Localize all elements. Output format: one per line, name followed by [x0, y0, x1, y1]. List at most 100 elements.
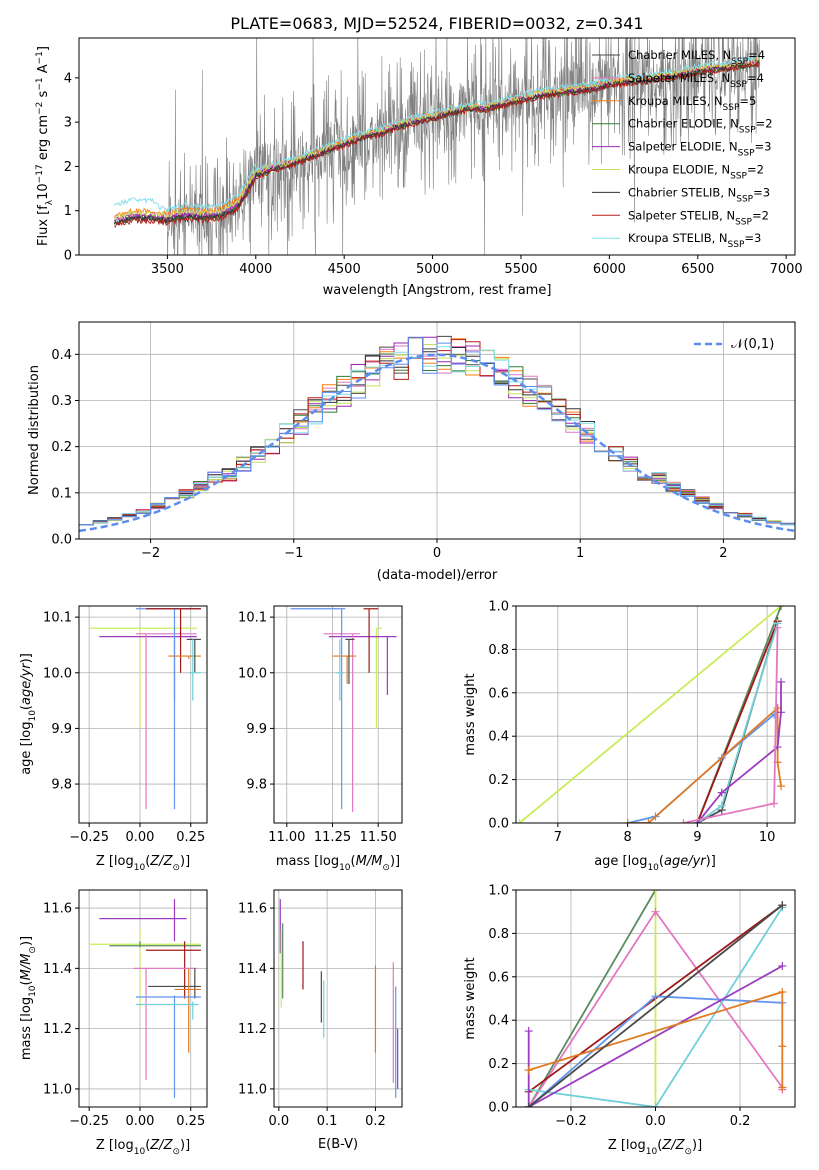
- y-tick-label: 0.2: [51, 440, 72, 455]
- legend-entry: 𝒩(0,1): [731, 337, 774, 352]
- y-tick-label: 0.6: [488, 970, 509, 985]
- model-fit-line: [114, 61, 760, 228]
- y-tick-label: 1.0: [488, 600, 509, 615]
- label-part: 10: [339, 863, 351, 873]
- x-axis-label: wavelength [Angstrom, rest frame]: [323, 283, 552, 298]
- axes-frame: [78, 321, 796, 540]
- y-tick-label: 9.8: [51, 778, 72, 793]
- x-tick-label: −2: [141, 546, 160, 561]
- label-part: )]: [19, 653, 34, 663]
- label-part: mass [log: [276, 854, 339, 869]
- label-part: (: [145, 854, 150, 869]
- mw_Z-plot-area: [524, 890, 787, 1107]
- x-tick-label: 0.2: [365, 1114, 386, 1129]
- mw_age-plot-area: [516, 606, 786, 823]
- marker: [524, 1027, 533, 1036]
- x-tick-label: 3500: [151, 262, 184, 277]
- age_mass-background: [274, 606, 402, 823]
- x-tick-label: 11.25: [314, 830, 351, 845]
- y-axis-label: mass [log10(M/M⊙)]: [19, 936, 38, 1060]
- x-tick-label: 0.25: [176, 1114, 205, 1129]
- mass_Z-background: [79, 890, 207, 1107]
- marker: [777, 606, 786, 610]
- x-tick-label: 6000: [593, 262, 626, 277]
- y-axis-label: age [log10(age/yr)]: [19, 653, 38, 775]
- legend-entry: Salpeter ELODIE, NSSP=3: [628, 140, 771, 159]
- label-part: 10: [134, 863, 146, 873]
- axes-frame: [273, 889, 403, 1108]
- spectrum-axes: 3500 4000 4500 5000 5500 6000 6500 7000 0 1 2 3 4 Cha…: [35, 37, 803, 298]
- label-part: )]: [180, 854, 190, 869]
- label-part: Salpeter STELIB, N: [628, 208, 735, 222]
- label-part: =3: [755, 140, 772, 154]
- y-axis-label: Flux [fλ10−17 erg cm−2 s−1 A−1]: [35, 46, 55, 246]
- label-part: Z [log: [96, 1138, 134, 1153]
- mass-weight-line: [527, 965, 783, 1107]
- label-part: Flux [f: [36, 205, 51, 246]
- label-part: (: [659, 854, 664, 869]
- legend-entry: Chabrier ELODIE, NSSP=2: [628, 117, 773, 136]
- x-axis-label: mass [log10(M/M⊙)]: [276, 854, 400, 873]
- x-tick-label: 0: [433, 546, 441, 561]
- y-tick-label: 10.1: [238, 611, 267, 626]
- mass-weight-line: [528, 904, 783, 1107]
- age_Z-panel: −0.25 0.00 0.259.89.910.010.1Z [log10(Z/Z⊙…: [19, 605, 208, 873]
- y-tick-label: 0.2: [488, 1057, 509, 1072]
- marker: [777, 677, 786, 686]
- x-tick-label: 1: [576, 546, 584, 561]
- label-part: Z/Z: [149, 1138, 173, 1153]
- label-part: −2: [35, 102, 45, 115]
- residual-histogram: [79, 336, 795, 526]
- label-part: ⊙: [172, 863, 180, 873]
- label-part: )]: [390, 854, 400, 869]
- label-part: 10: [36, 183, 51, 200]
- label-part: (: [19, 980, 34, 985]
- y-tick-label: 0.6: [488, 686, 509, 701]
- marker: [777, 782, 786, 791]
- mass-weight-line: [518, 606, 782, 823]
- label-part: =2: [756, 117, 773, 131]
- age_Z-background: [79, 606, 207, 823]
- label-part: Z [log: [96, 854, 134, 869]
- label-part: M/M: [19, 954, 34, 981]
- label-part: ⊙: [382, 863, 390, 873]
- mass-weight-line: [696, 620, 779, 823]
- y-tick-label: 9.9: [246, 722, 267, 737]
- x-tick-label: 0.1: [317, 1114, 338, 1129]
- marker: [679, 819, 688, 823]
- label-part: wavelength [Angstrom, rest frame]: [323, 283, 552, 298]
- y-tick-label: 11.0: [43, 1082, 72, 1097]
- x-tick-label: 4000: [239, 262, 272, 277]
- y-tick-label: 0.4: [51, 348, 72, 363]
- normal-curve: [79, 353, 795, 533]
- label-part: =2: [752, 208, 769, 222]
- y-tick-label: 11.4: [43, 962, 72, 977]
- label-part: s: [36, 90, 51, 101]
- x-axis-label: Z [log10(Z/Z⊙)]: [96, 1138, 190, 1157]
- mass_EBV-panel: 0.0 0.1 0.2 11.0 11.2 11.4 11.6 E(B-V): [238, 889, 403, 1152]
- observed-spectrum: [114, 38, 760, 255]
- y-tick-label: 0.0: [488, 1101, 509, 1116]
- marker: [778, 1083, 787, 1092]
- y-tick-label: 11.2: [43, 1022, 72, 1037]
- x-tick-label: 10: [759, 830, 776, 845]
- label-part: λ: [45, 199, 55, 205]
- label-part: SSP: [738, 149, 755, 159]
- y-tick-label: 0.0: [51, 533, 72, 548]
- label-part: =3: [753, 185, 770, 199]
- y-tick-label: 0.1: [51, 486, 72, 501]
- mass_EBV-plot-area: [279, 899, 399, 1098]
- x-tick-label: 0.00: [125, 1114, 154, 1129]
- marker: [651, 907, 660, 916]
- x-tick-label: 7: [554, 830, 562, 845]
- x-tick-label: 0.0: [645, 1114, 666, 1129]
- legend-entry: Salpeter MILES, NSSP=4: [628, 71, 764, 90]
- label-part: )]: [692, 1138, 702, 1153]
- x-axis-label: Z [log10(Z/Z⊙)]: [96, 854, 190, 873]
- label-part: age [log: [594, 854, 647, 869]
- label-part: (: [19, 705, 34, 710]
- y-axis-label: mass weight: [463, 957, 478, 1039]
- label-part: −1: [35, 51, 45, 64]
- mass_EBV-axes: 0.0 0.1 0.2 11.0 11.2 11.4 11.6 E(B-V): [238, 889, 403, 1152]
